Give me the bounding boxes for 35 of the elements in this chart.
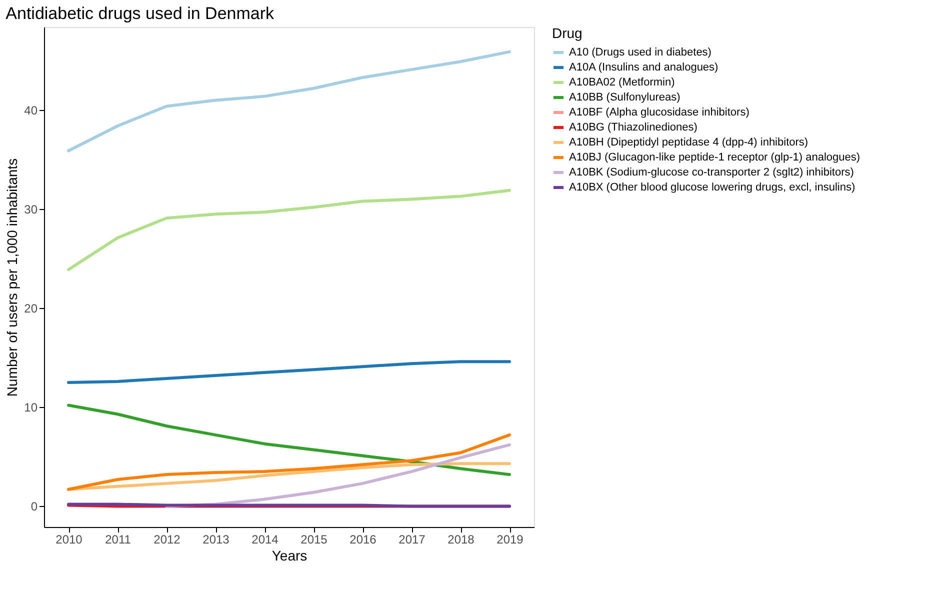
x-tick-label: 2012 — [154, 532, 181, 546]
legend-label: A10A (Insulins and analogues) — [569, 62, 718, 74]
legend-title: Drug — [552, 25, 582, 41]
y-tick-label: 10 — [24, 400, 38, 415]
line-series — [67, 188, 511, 272]
legend-label: A10BA02 (Metformin) — [569, 76, 675, 88]
x-tick-label: 2017 — [398, 532, 426, 546]
x-tick-label: 2018 — [448, 532, 475, 546]
legend-label: A10BJ (Glucagon-like peptide-1 receptor (glp-1) analogues) — [569, 152, 860, 164]
line-series — [67, 50, 511, 152]
legend-label: A10BK (Sodium-glucose co-transporter 2 (sglt2) inhibitors) — [569, 166, 854, 178]
legend-label: A10BB (Sulfonylureas) — [569, 92, 680, 104]
x-tick-label: 2010 — [56, 532, 83, 546]
line-series — [67, 404, 511, 476]
x-tick-label: 2011 — [105, 532, 132, 546]
x-tick-label: 2014 — [252, 532, 279, 546]
line-series — [67, 462, 511, 491]
x-tick-label: 2015 — [300, 532, 328, 546]
chart-title: Antidiabetic drugs used in Denmark — [6, 4, 275, 23]
x-tick-label: 2019 — [496, 532, 524, 546]
x-tick-label: 2016 — [350, 532, 377, 546]
legend-label: A10BG (Thiazolinediones) — [569, 122, 698, 134]
legend-label: A10BX (Other blood glucose lowering drugs, excl, insulins) — [569, 182, 856, 194]
y-tick-label: 40 — [24, 104, 38, 118]
legend-label: A10BH (Dipeptidyl peptidase 4 (dpp-4) inhibitors) — [569, 136, 808, 148]
x-axis-title: Years — [272, 548, 308, 564]
x-tick-label: 2013 — [202, 532, 230, 546]
line-series — [67, 433, 511, 491]
line-series — [67, 360, 511, 384]
y-tick-label: 20 — [24, 302, 38, 316]
y-axis-title: Number of users per 1,000 inhabitants — [4, 158, 20, 397]
y-tick-label: 0 — [30, 500, 38, 514]
legend-label: A10 (Drugs used in diabetes) — [569, 46, 712, 58]
legend-label: A10BF (Alpha glucosidase inhibitors) — [569, 106, 750, 118]
y-tick-label: 30 — [24, 202, 38, 217]
